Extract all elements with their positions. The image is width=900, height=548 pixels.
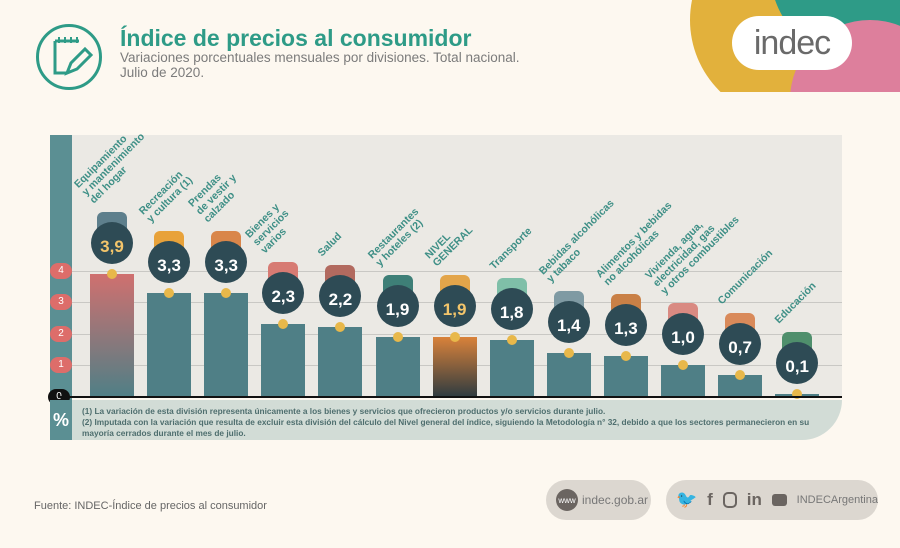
footnote-2: (2) Imputada con la variación que result… [82, 417, 810, 438]
value-label: 0,1 [776, 341, 819, 384]
y-tick-2: 2 [50, 325, 72, 342]
period-text: Julio de 2020. [120, 65, 205, 80]
x-axis-line [60, 396, 842, 398]
bar-marker [563, 347, 574, 358]
footnote-1: (1) La variación de esta división repres… [82, 406, 606, 416]
bar [603, 355, 648, 397]
value-label: 3,3 [205, 240, 248, 283]
bar [489, 340, 534, 397]
gridline [72, 270, 842, 272]
value-label: 1,0 [662, 313, 704, 356]
bar-marker [506, 335, 517, 346]
youtube-icon[interactable] [771, 494, 787, 506]
percent-unit-label: % [50, 400, 72, 440]
www-icon: www [556, 489, 578, 511]
bar [261, 324, 306, 397]
bar-marker [221, 287, 232, 298]
value-label: 3,3 [148, 240, 191, 283]
social-handle: INDECArgentina [796, 494, 878, 506]
social-links: 🐦 f in INDECArgentina [666, 480, 878, 520]
bar-marker [620, 350, 631, 361]
bar [318, 327, 363, 397]
source-text: Fuente: INDEC-Índice de precios al consu… [34, 500, 267, 512]
value-label: 2,3 [262, 272, 305, 315]
page-subtitle: Variaciones porcentuales mensuales por d… [120, 50, 550, 80]
bar-marker [678, 360, 688, 371]
bar [147, 292, 192, 397]
bar-marker [107, 268, 117, 279]
value-label: 1,3 [604, 303, 647, 346]
facebook-icon[interactable]: f [707, 490, 713, 509]
bar-marker [792, 388, 803, 399]
bar-marker [449, 331, 460, 342]
bar [432, 336, 477, 397]
value-label: 3,9 [91, 221, 133, 264]
instagram-icon[interactable] [722, 492, 737, 508]
y-tick-1: 1 [50, 357, 72, 374]
bar [204, 292, 249, 397]
subtitle-text: Variaciones porcentuales mensuales por d… [120, 50, 520, 65]
page-title: Índice de precios al consumidor [120, 25, 472, 51]
footnotes: % (1) La variación de esta división repr… [50, 400, 842, 440]
twitter-icon[interactable]: 🐦 [676, 490, 698, 509]
bar [90, 273, 134, 397]
y-tick-4: 4 [50, 262, 72, 279]
linkedin-icon[interactable]: in [746, 490, 762, 509]
bar-marker [392, 331, 403, 342]
y-tick-3: 3 [50, 294, 72, 311]
value-label: 2,2 [319, 275, 362, 318]
bar-marker [164, 287, 175, 298]
bar [718, 374, 763, 397]
indec-logo: indec [732, 16, 852, 70]
bar-marker [735, 369, 746, 380]
bar-marker [278, 319, 289, 330]
website-text: indec.gob.ar [582, 493, 649, 507]
bar-marker [335, 322, 346, 333]
value-label: 1,9 [376, 284, 419, 327]
value-label: 1,8 [490, 288, 533, 331]
value-label: 1,4 [547, 300, 590, 343]
notepad-pencil-icon [36, 24, 102, 90]
value-label: 1,9 [433, 284, 476, 327]
value-label: 0,7 [719, 322, 762, 365]
website-link[interactable]: www indec.gob.ar [546, 480, 651, 520]
bar [661, 365, 705, 397]
bar [546, 352, 591, 397]
bar [375, 336, 420, 397]
